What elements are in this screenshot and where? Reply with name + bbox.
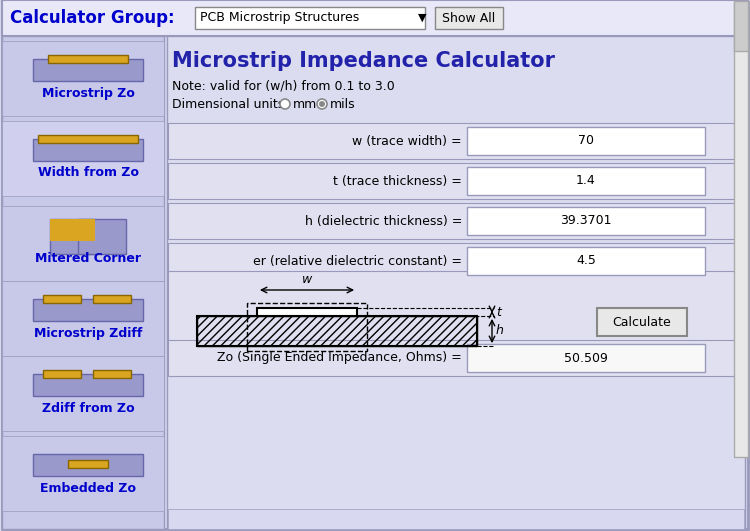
Bar (2, 121, 164, 196)
Bar (168, 509, 744, 529)
Bar (168, 271, 744, 356)
Bar (2, 356, 164, 431)
Bar (247, 303, 367, 351)
Bar (33, 374, 143, 396)
Text: 4.5: 4.5 (576, 254, 596, 268)
Text: 50.509: 50.509 (564, 352, 608, 364)
Bar (195, 7, 425, 29)
Bar (93, 370, 131, 378)
Bar (2, 436, 164, 511)
Text: Calculate: Calculate (613, 315, 671, 329)
Bar (78, 219, 126, 254)
Text: Dimensional units:: Dimensional units: (172, 98, 289, 110)
Bar (257, 308, 357, 316)
Text: er (relative dielectric constant) =: er (relative dielectric constant) = (253, 254, 462, 268)
Text: Note: valid for (w/h) from 0.1 to 3.0: Note: valid for (w/h) from 0.1 to 3.0 (172, 80, 394, 92)
Text: Zdiff from Zo: Zdiff from Zo (42, 401, 134, 415)
Bar (435, 7, 503, 29)
Text: 39.3701: 39.3701 (560, 215, 612, 227)
Text: t (trace thickness) =: t (trace thickness) = (333, 175, 462, 187)
Text: w: w (302, 273, 312, 286)
Text: t: t (496, 305, 501, 319)
Bar (50, 219, 95, 254)
Bar (2, 0, 748, 36)
Text: h: h (496, 324, 504, 338)
Bar (2, 41, 164, 116)
Bar (33, 59, 143, 81)
Text: Embedded Zo: Embedded Zo (40, 482, 136, 494)
Bar (43, 370, 81, 378)
Bar (93, 295, 131, 303)
Bar (168, 203, 744, 239)
Bar (197, 316, 477, 346)
Bar (33, 454, 143, 476)
Bar (467, 344, 705, 372)
Bar (38, 135, 138, 143)
Text: mm: mm (293, 98, 317, 110)
Text: Show All: Show All (442, 12, 496, 24)
Text: 1.4: 1.4 (576, 175, 596, 187)
Bar (597, 308, 687, 336)
Polygon shape (50, 219, 95, 241)
Circle shape (280, 99, 290, 109)
Text: Calculator Group:: Calculator Group: (10, 9, 175, 27)
Text: ▼: ▼ (418, 13, 427, 23)
Text: Microstrip Impedance Calculator: Microstrip Impedance Calculator (172, 51, 555, 71)
Text: mils: mils (330, 98, 356, 110)
Bar (734, 1, 748, 51)
Bar (467, 167, 705, 195)
Circle shape (317, 99, 327, 109)
Bar (48, 55, 128, 63)
Text: Mitered Corner: Mitered Corner (35, 252, 141, 264)
Text: Width from Zo: Width from Zo (38, 167, 139, 179)
Bar (467, 207, 705, 235)
Text: Microstrip Zo: Microstrip Zo (41, 87, 134, 99)
Circle shape (319, 101, 325, 107)
Bar (2, 281, 164, 356)
Bar (734, 2, 748, 457)
Bar (168, 123, 744, 159)
Text: PCB Microstrip Structures: PCB Microstrip Structures (200, 12, 359, 24)
Bar (2, 206, 164, 281)
Bar (467, 247, 705, 275)
Bar (168, 163, 744, 199)
Text: w (trace width) =: w (trace width) = (352, 134, 462, 148)
Bar (33, 139, 143, 161)
Bar (197, 316, 477, 346)
Bar (43, 295, 81, 303)
Bar (467, 127, 705, 155)
Bar (167, 36, 745, 529)
Bar (2, 36, 164, 529)
Text: Microstrip Zdiff: Microstrip Zdiff (34, 327, 142, 339)
Bar (68, 460, 108, 468)
Text: Zo (Single Ended Impedance, Ohms) =: Zo (Single Ended Impedance, Ohms) = (217, 352, 462, 364)
Text: h (dielectric thickness) =: h (dielectric thickness) = (304, 215, 462, 227)
Text: 70: 70 (578, 134, 594, 148)
Bar (33, 299, 143, 321)
Bar (168, 243, 744, 279)
Bar (168, 340, 744, 376)
